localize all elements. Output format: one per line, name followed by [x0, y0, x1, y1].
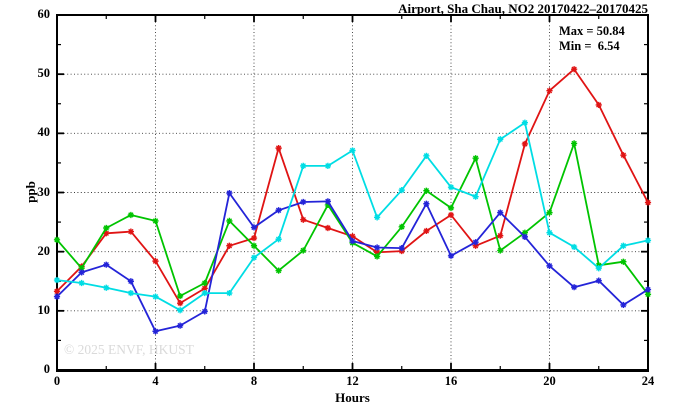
- y-tick-label: 30: [37, 184, 51, 199]
- y-tick-label: 50: [37, 66, 51, 81]
- y-tick-label: 20: [37, 243, 51, 258]
- y-tick-label: 0: [43, 362, 50, 376]
- min-stat: Min = 6.54: [559, 39, 620, 53]
- x-tick-label: 8: [250, 374, 258, 388]
- series-blue-line: [56, 192, 649, 333]
- y-tick-label: 40: [37, 125, 51, 140]
- max-min-stats: Max = 50.84 Min = 6.54: [559, 24, 625, 54]
- x-tick-label: 20: [543, 374, 556, 388]
- series-red-markers: [53, 66, 652, 307]
- x-tick-label: 12: [346, 374, 359, 388]
- y-tick-label: 10: [37, 302, 51, 317]
- series-cyan-markers: [53, 119, 652, 314]
- y-tick-label: 60: [37, 7, 51, 21]
- chart-title: Airport, Sha Chau, NO2 20170422–20170425: [398, 1, 648, 16]
- watermark: © 2025 ENVF, HKUST: [64, 342, 194, 357]
- x-tick-label: 4: [152, 374, 159, 388]
- x-axis-label: Hours: [335, 390, 370, 405]
- x-tick-label: 0: [53, 374, 61, 388]
- series-blue-markers: [53, 189, 652, 335]
- x-tick-label: 24: [641, 374, 655, 388]
- max-stat: Max = 50.84: [559, 24, 625, 38]
- x-tick-label: 16: [444, 374, 458, 388]
